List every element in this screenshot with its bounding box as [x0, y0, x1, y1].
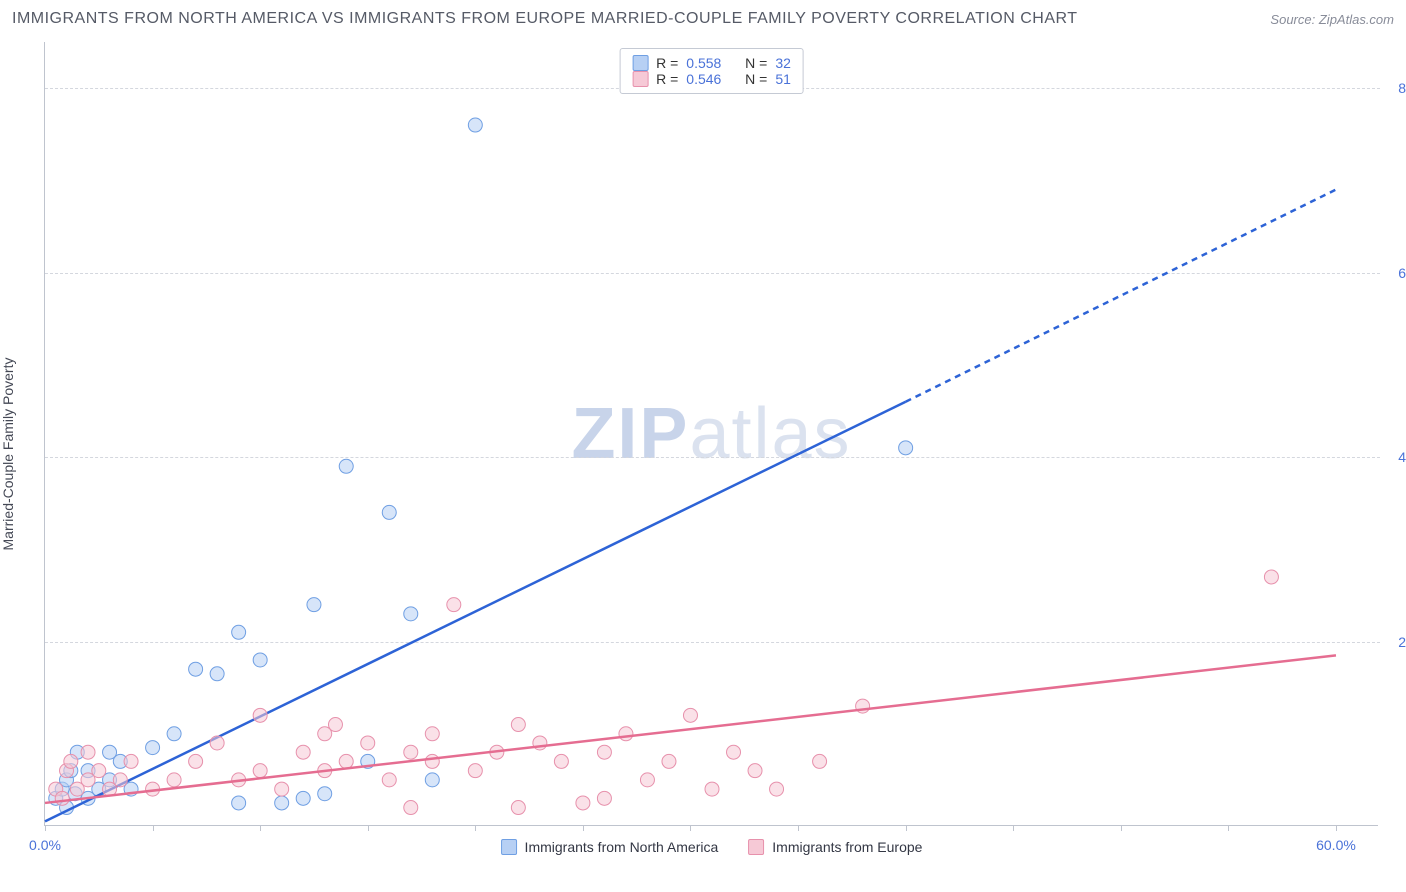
x-tick [798, 825, 799, 831]
swatch-icon [632, 55, 648, 71]
scatter-point [296, 745, 310, 759]
legend-correlation-box: R = 0.558 N = 32 R = 0.546 N = 51 [619, 48, 804, 94]
scatter-point [253, 708, 267, 722]
x-tick [475, 825, 476, 831]
regression-line [45, 402, 906, 822]
scatter-point [318, 787, 332, 801]
x-tick [906, 825, 907, 831]
scatter-point [275, 796, 289, 810]
scatter-point [124, 754, 138, 768]
chart-svg [45, 42, 1378, 825]
x-tick [1228, 825, 1229, 831]
swatch-icon [748, 839, 764, 855]
scatter-point [770, 782, 784, 796]
scatter-point [425, 754, 439, 768]
scatter-point [899, 441, 913, 455]
scatter-point [339, 459, 353, 473]
scatter-point [328, 718, 342, 732]
y-axis-label: Married-Couple Family Poverty [0, 358, 16, 551]
x-tick-label: 0.0% [29, 837, 61, 853]
source-label: Source: [1270, 12, 1315, 27]
scatter-point [55, 791, 69, 805]
legend-series-box: Immigrants from North America Immigrants… [501, 839, 923, 855]
legend-row-series-0: R = 0.558 N = 32 [632, 55, 791, 71]
scatter-point [81, 745, 95, 759]
scatter-point [64, 754, 78, 768]
scatter-point [146, 741, 160, 755]
scatter-point [425, 727, 439, 741]
y-tick-label: 40.0% [1398, 449, 1406, 465]
scatter-point [167, 773, 181, 787]
scatter-point [640, 773, 654, 787]
scatter-point [727, 745, 741, 759]
scatter-point [447, 598, 461, 612]
x-tick [45, 825, 46, 831]
scatter-point [748, 764, 762, 778]
scatter-point [597, 745, 611, 759]
scatter-point [404, 745, 418, 759]
scatter-point [683, 708, 697, 722]
regression-line [45, 655, 1336, 803]
x-tick [583, 825, 584, 831]
scatter-point [167, 727, 181, 741]
scatter-point [468, 764, 482, 778]
scatter-point [361, 736, 375, 750]
x-tick [1013, 825, 1014, 831]
y-tick-label: 20.0% [1398, 634, 1406, 650]
scatter-point [296, 791, 310, 805]
scatter-point [619, 727, 633, 741]
scatter-point [813, 754, 827, 768]
source-link[interactable]: ZipAtlas.com [1319, 12, 1394, 27]
legend-row-series-1: R = 0.546 N = 51 [632, 71, 791, 87]
scatter-point [1264, 570, 1278, 584]
legend-item-series-0: Immigrants from North America [501, 839, 719, 855]
scatter-point [253, 764, 267, 778]
chart-plot-area: ZIPatlas 20.0%40.0%60.0%80.0% 0.0%60.0% … [44, 42, 1378, 826]
scatter-point [705, 782, 719, 796]
scatter-point [210, 667, 224, 681]
scatter-point [232, 625, 246, 639]
x-tick [260, 825, 261, 831]
regression-line-extrapolated [906, 190, 1336, 402]
scatter-point [339, 754, 353, 768]
scatter-point [511, 718, 525, 732]
y-tick-label: 80.0% [1398, 80, 1406, 96]
scatter-point [404, 607, 418, 621]
scatter-point [113, 773, 127, 787]
scatter-point [210, 736, 224, 750]
scatter-point [404, 801, 418, 815]
scatter-point [554, 754, 568, 768]
legend-item-series-1: Immigrants from Europe [748, 839, 922, 855]
scatter-point [307, 598, 321, 612]
scatter-point [662, 754, 676, 768]
scatter-point [189, 662, 203, 676]
scatter-point [232, 796, 246, 810]
x-tick [368, 825, 369, 831]
x-tick [153, 825, 154, 831]
source-attribution: Source: ZipAtlas.com [1270, 12, 1394, 27]
y-tick-label: 60.0% [1398, 265, 1406, 281]
x-tick [690, 825, 691, 831]
scatter-point [382, 505, 396, 519]
scatter-point [576, 796, 590, 810]
x-tick [1336, 825, 1337, 831]
scatter-point [468, 118, 482, 132]
x-tick [1121, 825, 1122, 831]
scatter-point [511, 801, 525, 815]
page-title: IMMIGRANTS FROM NORTH AMERICA VS IMMIGRA… [12, 10, 1078, 28]
scatter-point [189, 754, 203, 768]
x-tick-label: 60.0% [1316, 837, 1356, 853]
swatch-icon [501, 839, 517, 855]
scatter-point [92, 764, 106, 778]
scatter-point [253, 653, 267, 667]
scatter-point [425, 773, 439, 787]
scatter-point [597, 791, 611, 805]
scatter-point [275, 782, 289, 796]
scatter-point [382, 773, 396, 787]
swatch-icon [632, 71, 648, 87]
